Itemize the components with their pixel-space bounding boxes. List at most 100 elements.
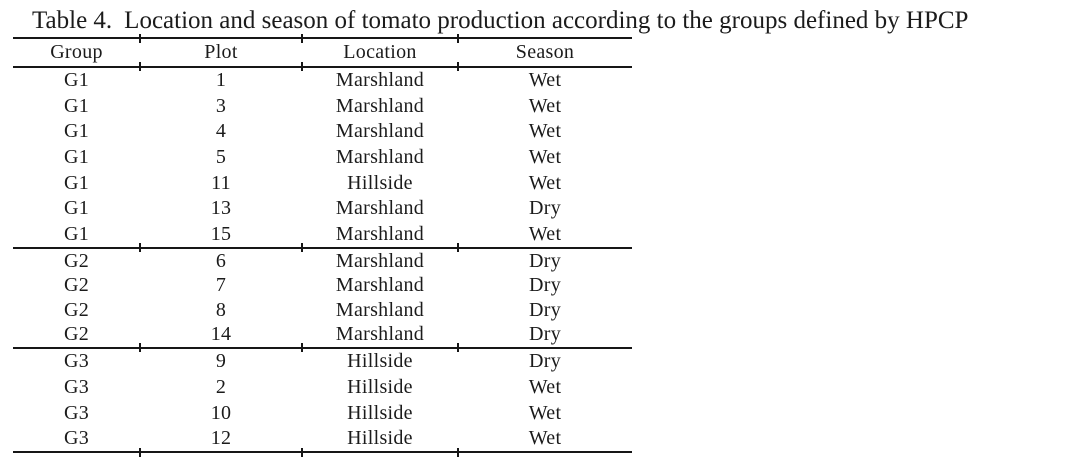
table-row: G1 4 Marshland Wet <box>13 119 632 145</box>
cell-season: Wet <box>528 401 562 424</box>
cell-season: Dry <box>528 350 561 373</box>
table-header-row: Group Plot Location Season <box>13 39 632 66</box>
cell-plot: 4 <box>215 120 227 143</box>
cell-plot: 6 <box>215 249 227 272</box>
table-row: G1 13 Marshland Dry <box>13 195 632 221</box>
cell-location: Marshland <box>335 69 425 92</box>
column-tick <box>301 62 303 71</box>
column-tick <box>457 62 459 71</box>
column-header-plot: Plot <box>204 41 238 64</box>
cell-group: G1 <box>63 120 90 143</box>
horizontal-rule-header <box>13 62 632 71</box>
cell-location: Marshland <box>335 298 425 321</box>
cell-plot: 5 <box>215 146 227 169</box>
table-row: G3 9 Hillside Dry <box>13 349 632 375</box>
cell-season: Dry <box>528 274 561 297</box>
cell-group: G1 <box>63 171 90 194</box>
cell-season: Wet <box>528 222 562 245</box>
cell-location: Marshland <box>335 146 425 169</box>
cell-location: Hillside <box>347 350 413 373</box>
cell-location: Marshland <box>335 94 425 117</box>
cell-group: G1 <box>63 146 90 169</box>
column-tick <box>301 447 303 457</box>
column-tick <box>139 447 141 457</box>
table-row: G1 1 Marshland Wet <box>13 68 632 94</box>
column-tick <box>139 343 141 353</box>
column-tick <box>301 33 303 43</box>
column-tick <box>457 33 459 43</box>
horizontal-rule-bottom <box>13 447 632 457</box>
horizontal-rule-g1-g2 <box>13 243 632 253</box>
table-row: G2 8 Marshland Dry <box>13 298 632 323</box>
cell-plot: 9 <box>215 350 227 373</box>
cell-group: G2 <box>63 298 90 321</box>
cell-location: Marshland <box>335 120 425 143</box>
table-row: G2 14 Marshland Dry <box>13 322 632 347</box>
cell-plot: 3 <box>215 94 227 117</box>
table-row: G3 12 Hillside Wet <box>13 425 632 451</box>
table-row: G1 3 Marshland Wet <box>13 93 632 119</box>
cell-group: G3 <box>63 350 90 373</box>
column-header-location: Location <box>343 41 417 64</box>
cell-season: Dry <box>528 197 561 220</box>
table-row: G1 5 Marshland Wet <box>13 144 632 170</box>
cell-location: Marshland <box>335 249 425 272</box>
data-table: Group Plot Location Season G1 1 Marshlan… <box>13 33 632 457</box>
cell-season: Wet <box>528 376 562 399</box>
table-caption-text: Location and season of tomato production… <box>124 7 969 34</box>
cell-plot: 13 <box>210 197 232 220</box>
cell-location: Marshland <box>335 197 425 220</box>
cell-season: Dry <box>528 323 561 346</box>
cell-location: Hillside <box>347 401 413 424</box>
cell-season: Wet <box>528 69 562 92</box>
cell-location: Marshland <box>335 222 425 245</box>
cell-plot: 1 <box>215 69 227 92</box>
table-row: G1 15 Marshland Wet <box>13 221 632 247</box>
cell-season: Wet <box>528 146 562 169</box>
cell-location: Hillside <box>347 171 413 194</box>
cell-group: G3 <box>63 427 90 450</box>
cell-group: G2 <box>63 323 90 346</box>
table-row: G1 11 Hillside Wet <box>13 170 632 196</box>
cell-season: Wet <box>528 427 562 450</box>
cell-group: G1 <box>63 94 90 117</box>
table-row: G2 6 Marshland Dry <box>13 249 632 274</box>
column-tick <box>139 33 141 43</box>
table-caption-label: Table 4. <box>32 7 113 34</box>
cell-plot: 8 <box>215 298 227 321</box>
table-caption: Table 4. Location and season of tomato pr… <box>32 7 968 35</box>
table-row: G3 10 Hillside Wet <box>13 400 632 426</box>
cell-plot: 15 <box>210 222 232 245</box>
cell-plot: 2 <box>215 376 227 399</box>
cell-group: G2 <box>63 249 90 272</box>
cell-group: G3 <box>63 376 90 399</box>
cell-group: G1 <box>63 222 90 245</box>
cell-location: Marshland <box>335 274 425 297</box>
cell-plot: 14 <box>210 323 232 346</box>
cell-plot: 7 <box>215 274 227 297</box>
cell-location: Marshland <box>335 323 425 346</box>
cell-season: Wet <box>528 120 562 143</box>
cell-group: G2 <box>63 274 90 297</box>
column-tick <box>457 343 459 353</box>
column-tick <box>301 243 303 253</box>
cell-location: Hillside <box>347 376 413 399</box>
cell-plot: 10 <box>210 401 232 424</box>
table-row: G3 2 Hillside Wet <box>13 374 632 400</box>
cell-plot: 11 <box>211 171 231 194</box>
column-tick <box>457 243 459 253</box>
cell-plot: 12 <box>210 427 232 450</box>
cell-season: Wet <box>528 94 562 117</box>
cell-season: Wet <box>528 171 562 194</box>
cell-location: Hillside <box>347 427 413 450</box>
cell-season: Dry <box>528 298 561 321</box>
cell-group: G3 <box>63 401 90 424</box>
column-header-group: Group <box>50 41 103 64</box>
cell-group: G1 <box>63 197 90 220</box>
table-row: G2 7 Marshland Dry <box>13 273 632 298</box>
column-header-season: Season <box>515 41 575 64</box>
horizontal-rule-g2-g3 <box>13 343 632 353</box>
cell-season: Dry <box>528 249 561 272</box>
column-tick <box>139 62 141 71</box>
